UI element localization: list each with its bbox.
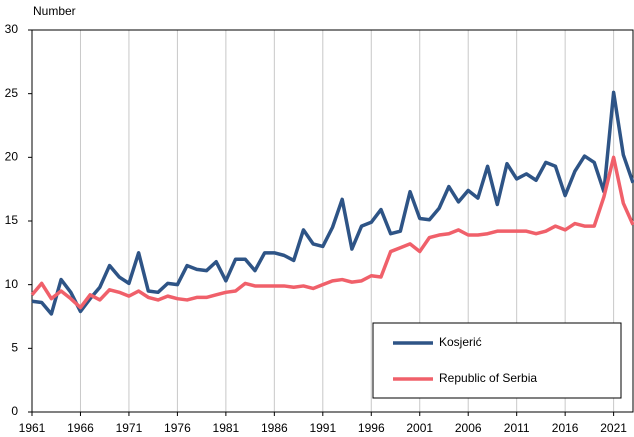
series-line (31, 90, 634, 316)
x-tick-label: 1976 (164, 421, 191, 435)
x-tick-label: 1991 (309, 421, 336, 435)
y-tick-label: 20 (5, 150, 19, 164)
y-tick-label: 10 (5, 277, 19, 291)
y-tick-label: 30 (5, 22, 19, 36)
y-tick-label: 5 (11, 341, 18, 355)
x-tick-label: 2001 (406, 421, 433, 435)
x-tick-label: 2011 (504, 421, 530, 435)
x-tick-label: 1961 (19, 421, 46, 435)
x-tick-label: 2021 (600, 421, 627, 435)
y-axis-label: Number (33, 4, 76, 18)
x-tick-label: 2016 (552, 421, 579, 435)
series-line (30, 155, 634, 310)
x-tick-label: 1971 (116, 421, 143, 435)
x-tick-label: 1981 (213, 421, 240, 435)
x-tick-label: 1966 (67, 421, 94, 435)
x-tick-label: 1996 (358, 421, 385, 435)
x-tick-label: 1986 (261, 421, 288, 435)
legend-label: Kosjerić (439, 335, 482, 349)
y-tick-label: 25 (5, 86, 19, 100)
y-tick-label: 15 (5, 213, 19, 227)
legend-label: Republic of Serbia (439, 371, 537, 385)
y-tick-label: 0 (11, 404, 18, 418)
x-tick-label: 2006 (455, 421, 482, 435)
legend-box (372, 322, 622, 399)
